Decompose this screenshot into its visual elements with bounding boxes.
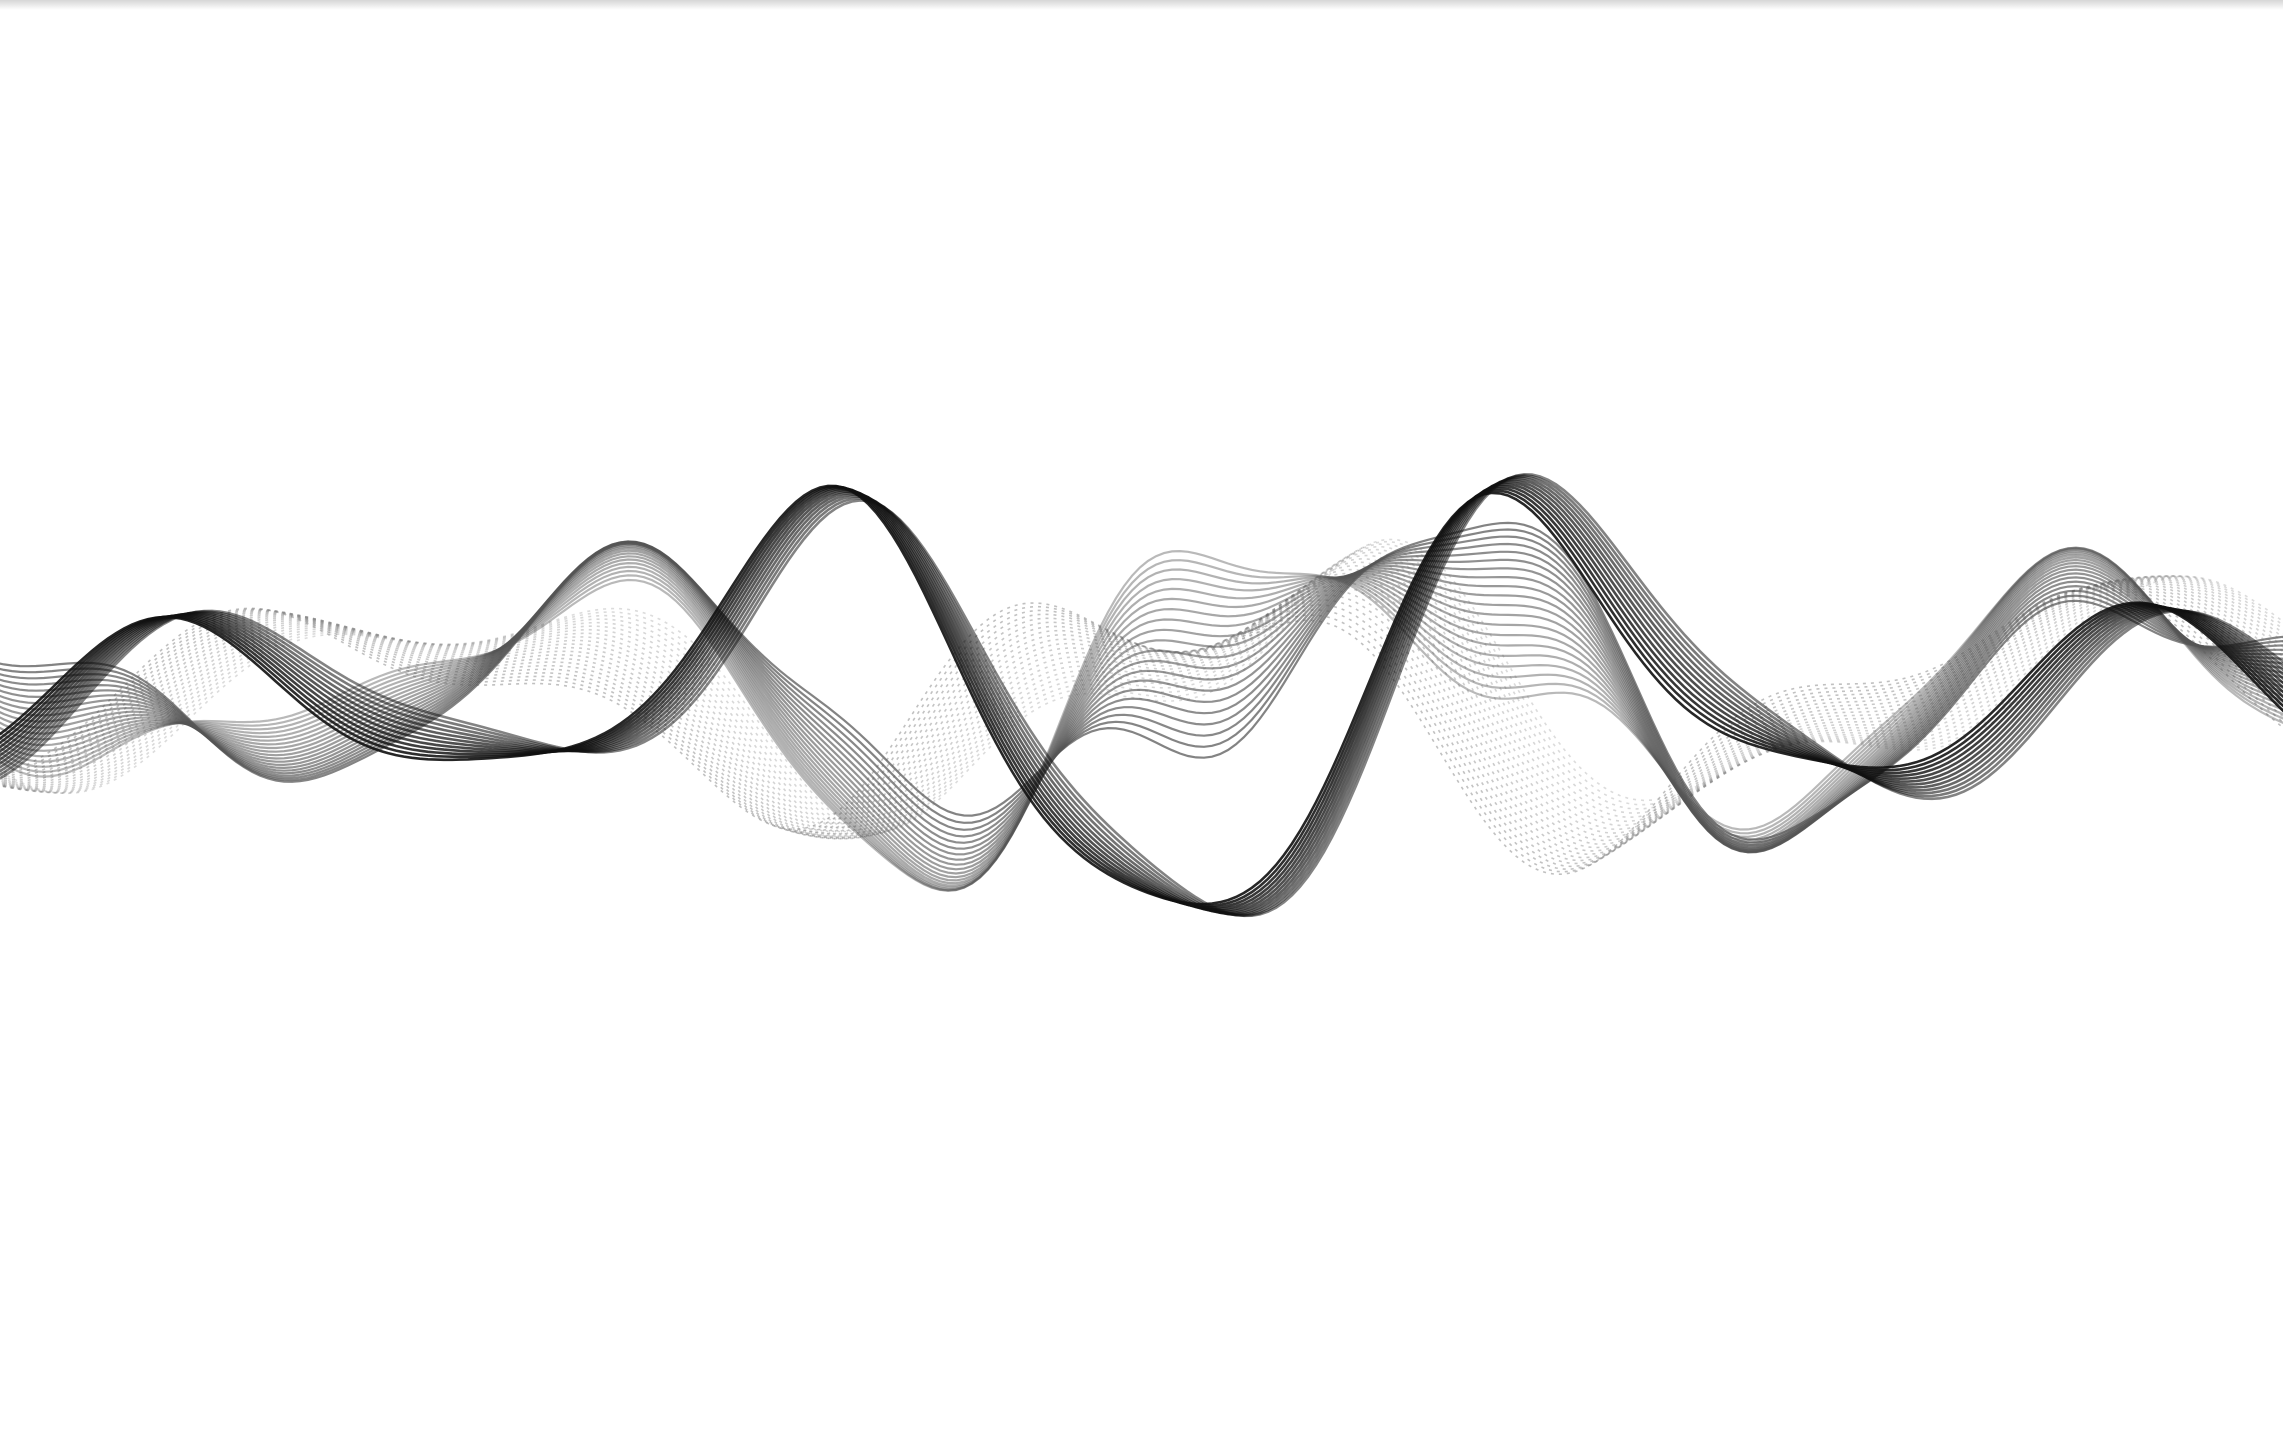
wave-line (0, 479, 2283, 915)
wave-line (0, 485, 2283, 911)
wave-line (0, 578, 2283, 852)
wave-line (0, 535, 2283, 847)
wave-line (0, 521, 2283, 841)
wave-line (0, 581, 2283, 862)
wave-line (0, 485, 2283, 909)
wave-line (0, 546, 2283, 892)
wave-line (0, 572, 2283, 845)
wave-line (0, 546, 2283, 892)
wave-line (0, 484, 2283, 906)
wave-line (0, 473, 2283, 917)
wave-line (0, 579, 2283, 856)
wave-line (0, 576, 2283, 849)
wave-line (0, 540, 2283, 835)
wave-line (0, 546, 2283, 892)
wave-line (0, 540, 2283, 849)
wave-line (0, 552, 2283, 882)
top-edge-shadow (0, 0, 2283, 10)
wave-line (0, 542, 2283, 861)
wave-line (0, 475, 2283, 917)
wave-line (0, 547, 2283, 875)
wave-line (0, 580, 2283, 859)
wave-line (0, 472, 2283, 918)
wave-line (0, 477, 2283, 915)
wave-line (0, 476, 2283, 916)
wave-line (0, 541, 2283, 856)
wave-ribbon-front (0, 472, 2283, 918)
wave-line (0, 549, 2283, 879)
wave-line (0, 481, 2283, 913)
wave-line (0, 586, 2283, 873)
wave-line (0, 483, 2283, 912)
wave-line (0, 584, 2283, 870)
wave-line (0, 528, 2283, 844)
